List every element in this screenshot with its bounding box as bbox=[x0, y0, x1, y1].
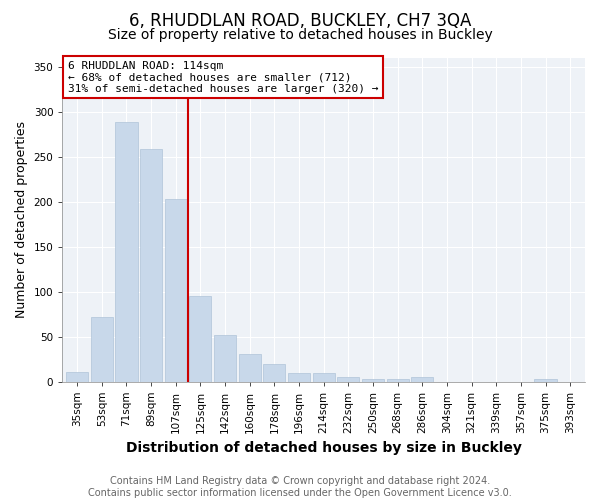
Bar bbox=[337, 377, 359, 382]
Text: 6, RHUDDLAN ROAD, BUCKLEY, CH7 3QA: 6, RHUDDLAN ROAD, BUCKLEY, CH7 3QA bbox=[129, 12, 471, 30]
X-axis label: Distribution of detached houses by size in Buckley: Distribution of detached houses by size … bbox=[126, 441, 521, 455]
Text: 6 RHUDDLAN ROAD: 114sqm
← 68% of detached houses are smaller (712)
31% of semi-d: 6 RHUDDLAN ROAD: 114sqm ← 68% of detache… bbox=[68, 60, 378, 94]
Bar bbox=[288, 372, 310, 382]
Text: Size of property relative to detached houses in Buckley: Size of property relative to detached ho… bbox=[107, 28, 493, 42]
Y-axis label: Number of detached properties: Number of detached properties bbox=[15, 121, 28, 318]
Bar bbox=[140, 150, 162, 382]
Text: Contains HM Land Registry data © Crown copyright and database right 2024.
Contai: Contains HM Land Registry data © Crown c… bbox=[88, 476, 512, 498]
Bar bbox=[362, 379, 384, 382]
Bar bbox=[239, 354, 261, 382]
Bar bbox=[91, 316, 113, 382]
Bar bbox=[214, 334, 236, 382]
Bar bbox=[164, 199, 187, 382]
Bar bbox=[386, 379, 409, 382]
Bar bbox=[313, 372, 335, 382]
Bar bbox=[535, 379, 557, 382]
Bar bbox=[115, 122, 137, 382]
Bar bbox=[190, 296, 211, 382]
Bar bbox=[263, 364, 286, 382]
Bar bbox=[411, 377, 433, 382]
Bar bbox=[66, 372, 88, 382]
